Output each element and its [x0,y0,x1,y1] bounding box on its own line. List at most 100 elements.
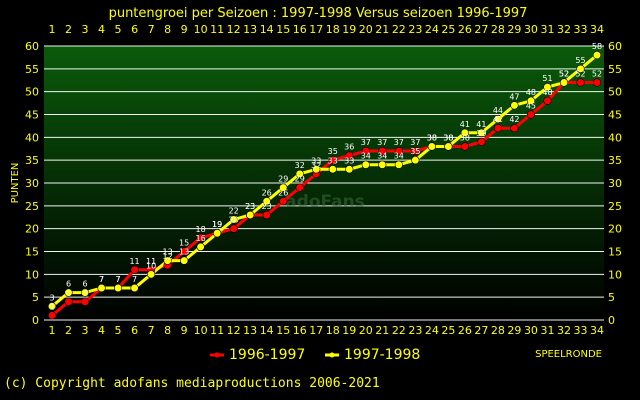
data-point [328,165,337,174]
data-label: 6 [66,280,71,289]
data-point [47,302,57,311]
x-tick-label: 15 [276,324,290,337]
data-label: 19 [212,220,222,229]
x-tick-label: 33 [573,324,587,337]
x-tick-labels-top: 1 2 3 4 5 6 7 8 9 10 11 12 13 14 15 16 17 18 19 20 21 22 23 24 2… [49,23,605,36]
data-label: 18 [196,225,206,234]
data-point [477,137,486,146]
data-point [394,146,403,156]
x-tick-label: 5 [115,324,122,337]
x-tick-label: 5 [115,23,122,36]
data-point [543,82,552,92]
x-tick-label: 4 [98,23,105,36]
data-label: 38 [427,133,437,142]
x-tick-label: 28 [491,324,505,337]
data-label: 12 [163,252,173,261]
data-point [427,142,436,151]
x-tick-label: 29 [507,324,521,337]
x-tick-label: 27 [474,324,488,337]
y-tick-label: 5 [32,291,39,304]
x-tick-label: 7 [148,23,155,36]
data-label: 37 [410,138,420,147]
x-tick-label: 18 [326,324,340,337]
x-tick-label: 27 [474,23,488,36]
x-tick-label: 9 [181,324,188,337]
data-point [295,183,304,192]
x-tick-label: 10 [194,23,208,36]
data-label: 51 [542,74,552,83]
x-tick-label: 26 [458,324,472,337]
y-tick-label: 10 [608,268,622,281]
y-tick-label: 50 [25,86,39,99]
y-tick-label: 0 [608,314,615,327]
x-tick-label: 17 [309,23,323,36]
data-point [526,96,536,105]
y-tick-label: 25 [25,200,39,213]
data-point [163,256,172,265]
x-tick-label: 13 [243,324,257,337]
x-tick-label: 23 [408,324,422,337]
data-point [130,265,139,274]
data-label: 26 [262,188,272,197]
y-tick-label: 15 [25,246,39,259]
data-label: 6 [82,280,87,289]
data-label: 38 [460,133,470,142]
data-point [262,197,271,206]
data-label: 55 [575,56,585,65]
data-label: 37 [361,138,371,147]
data-point [460,142,469,151]
data-label: 41 [460,120,470,129]
data-label: 48 [542,88,552,97]
data-label: 23 [245,202,255,211]
x-tick-label: 21 [375,23,389,36]
x-tick-label: 3 [82,23,89,36]
x-tick-label: 28 [491,23,505,36]
legend-marker [214,352,220,358]
x-tick-label: 31 [540,23,554,36]
data-label: 38 [427,133,437,142]
data-label: 39 [476,129,486,138]
data-label: 7 [99,275,104,284]
x-tick-label: 23 [408,23,422,36]
data-point [130,283,139,293]
data-label: 4 [66,289,71,298]
data-point [592,51,602,60]
x-tick-label: 9 [181,23,188,36]
data-label: 7 [99,275,104,284]
x-tick-label: 20 [359,23,373,36]
data-point [328,156,337,165]
x-tick-label: 24 [425,23,439,36]
data-point [229,224,238,233]
data-label: 47 [509,92,519,101]
legend-label: 1996-1997 [229,347,305,363]
x-tick-label: 30 [524,23,538,36]
data-label: 7 [132,275,137,284]
data-label: 33 [344,156,354,165]
y-tick-label: 10 [25,268,39,281]
data-label: 32 [311,161,321,170]
data-label: 52 [559,70,569,79]
data-point [493,114,503,124]
data-point [196,242,205,252]
y-tick-label: 25 [608,200,622,213]
y-tick-label: 20 [25,223,39,236]
x-tick-label: 2 [65,23,72,36]
legend-label: 1997-1998 [344,347,420,363]
series-line [51,53,598,308]
legend: 1996-1997 1997-1998 [210,347,420,363]
data-label: 52 [575,70,585,79]
x-tick-label: 32 [557,23,571,36]
data-point [411,146,420,156]
x-tick-label: 8 [164,23,171,36]
x-tick-label: 1 [49,23,56,36]
y-tick-labels-right: 0 5 10 15 20 25 30 35 40 45 50 55 60 [608,40,622,327]
data-label: 16 [196,234,206,243]
data-point [180,247,189,256]
x-tick-label: 24 [425,324,439,337]
x-tick-label: 17 [309,324,323,337]
data-label: 7 [116,275,121,284]
data-label: 38 [443,133,453,142]
data-label: 33 [311,156,321,165]
data-point [345,151,354,160]
